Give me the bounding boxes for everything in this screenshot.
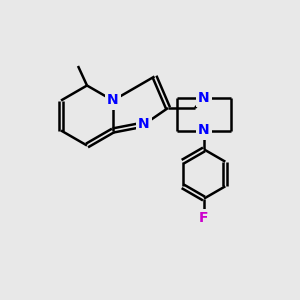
- Text: N: N: [138, 118, 150, 131]
- Text: N: N: [198, 91, 210, 104]
- Text: N: N: [107, 94, 119, 107]
- Text: F: F: [199, 211, 209, 225]
- Text: N: N: [198, 124, 210, 137]
